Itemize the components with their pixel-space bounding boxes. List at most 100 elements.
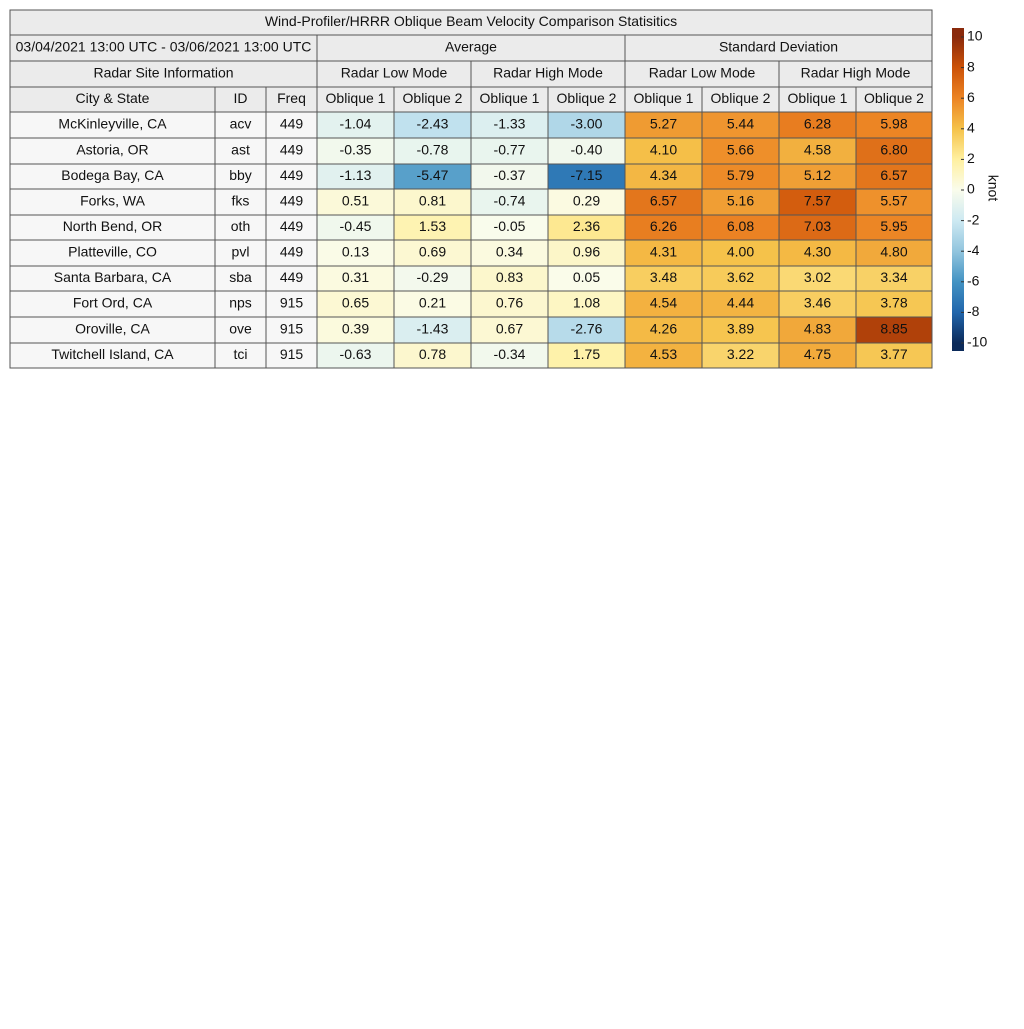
site-cell: 449: [280, 193, 304, 209]
heat-cell: [855, 188, 933, 216]
cell-bg: [214, 316, 267, 344]
site-cell: North Bend, OR: [63, 218, 163, 234]
value-cell: 4.54: [650, 295, 677, 311]
value-cell: 1.75: [573, 346, 600, 362]
heat-cell: [855, 265, 933, 292]
heat-cell: [624, 163, 703, 190]
value-cell: 6.57: [650, 193, 677, 209]
site-cell: 449: [280, 116, 304, 132]
column-header: Oblique 1: [634, 90, 694, 106]
colorbar-cap: [952, 343, 964, 351]
site-cell: Forks, WA: [80, 193, 145, 209]
value-cell: -3.00: [571, 116, 603, 132]
heat-cell: [701, 214, 780, 241]
site-cell: fks: [232, 193, 250, 209]
value-cell: -0.74: [494, 193, 526, 209]
site-cell: Twitchell Island, CA: [51, 346, 174, 362]
site-cell: 449: [280, 244, 304, 260]
heat-cell: [624, 214, 703, 241]
value-cell: -0.35: [340, 142, 372, 158]
table-title: Wind-Profiler/HRRR Oblique Beam Velocity…: [265, 13, 677, 29]
value-cell: -7.15: [571, 167, 603, 183]
site-cell: McKinleyville, CA: [58, 116, 167, 132]
cell-bg: [701, 86, 780, 113]
heat-cell: [701, 265, 780, 292]
value-cell: 5.44: [727, 116, 754, 132]
value-cell: 5.95: [880, 218, 907, 234]
site-cell: tci: [234, 346, 248, 362]
heat-cell: [701, 111, 780, 139]
heat-cell: [701, 342, 780, 369]
mode-header: Radar High Mode: [493, 65, 603, 81]
heat-cell: [470, 290, 549, 318]
value-cell: 4.80: [880, 244, 907, 260]
value-cell: 0.13: [342, 244, 369, 260]
value-cell: 3.89: [727, 321, 754, 337]
value-cell: 6.28: [804, 116, 831, 132]
value-cell: 5.79: [727, 167, 754, 183]
colorbar-label: knot: [985, 175, 1001, 202]
value-cell: 3.34: [880, 269, 907, 285]
heat-cell: [624, 290, 703, 318]
colorbar-tick-label: 4: [967, 120, 975, 136]
cell-bg: [547, 86, 626, 113]
site-cell: 449: [280, 142, 304, 158]
cell-bg: [9, 188, 216, 216]
value-cell: 5.12: [804, 167, 831, 183]
heat-cell: [470, 188, 549, 216]
heat-cell: [316, 163, 395, 190]
value-cell: 0.29: [573, 193, 600, 209]
cell-bg: [265, 111, 318, 139]
value-cell: 0.76: [496, 295, 523, 311]
column-header: ID: [234, 90, 248, 106]
value-cell: 1.53: [419, 218, 446, 234]
cell-bg: [265, 188, 318, 216]
cell-bg: [316, 60, 472, 88]
value-cell: 0.83: [496, 269, 523, 285]
site-cell: Fort Ord, CA: [73, 295, 153, 311]
heat-cell: [470, 214, 549, 241]
cell-bg: [214, 214, 267, 241]
value-cell: 2.36: [573, 218, 600, 234]
colorbar-tick-label: 0: [967, 181, 975, 197]
site-cell: 915: [280, 321, 304, 337]
value-cell: 5.27: [650, 116, 677, 132]
value-cell: 4.34: [650, 167, 677, 183]
heat-cell: [393, 214, 472, 241]
colorbar-tick-label: -6: [967, 273, 980, 289]
value-cell: 6.08: [727, 218, 754, 234]
heat-cell: [624, 342, 703, 369]
value-cell: -0.05: [494, 218, 526, 234]
value-cell: 0.05: [573, 269, 600, 285]
colorbar-tick-label: 10: [967, 28, 983, 44]
value-cell: 0.69: [419, 244, 446, 260]
heat-cell: [624, 316, 703, 344]
heat-cell: [855, 111, 933, 139]
value-cell: -1.43: [417, 321, 449, 337]
cell-bg: [624, 34, 933, 62]
cell-bg: [9, 265, 216, 292]
site-cell: bby: [229, 167, 252, 183]
value-cell: 0.21: [419, 295, 446, 311]
colorbar-tick-label: 8: [967, 58, 975, 74]
value-cell: -1.13: [340, 167, 372, 183]
site-cell: Astoria, OR: [76, 142, 148, 158]
mode-header: Radar Low Mode: [649, 65, 756, 81]
value-cell: -0.34: [494, 346, 526, 362]
column-header: Oblique 1: [788, 90, 848, 106]
value-cell: -0.78: [417, 142, 449, 158]
value-cell: 0.81: [419, 193, 446, 209]
site-cell: nps: [229, 295, 252, 311]
site-cell: Bodega Bay, CA: [61, 167, 164, 183]
cell-bg: [214, 290, 267, 318]
heat-cell: [393, 137, 472, 165]
cell-bg: [265, 214, 318, 241]
value-cell: 4.00: [727, 244, 754, 260]
value-cell: 4.83: [804, 321, 831, 337]
column-header: Oblique 2: [711, 90, 771, 106]
mode-header: Radar Low Mode: [341, 65, 448, 81]
value-cell: 4.26: [650, 321, 677, 337]
value-cell: 6.26: [650, 218, 677, 234]
cell-bg: [265, 163, 318, 190]
group-header: Average: [445, 39, 497, 55]
